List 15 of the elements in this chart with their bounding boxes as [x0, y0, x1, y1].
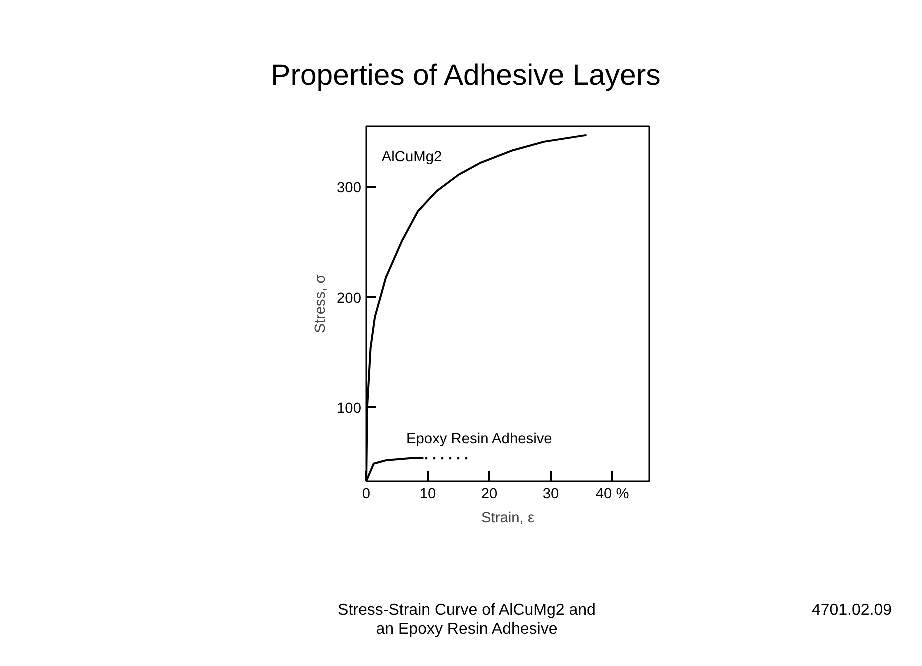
- series-label: Epoxy Resin Adhesive: [406, 432, 552, 448]
- y-axis-title: Stress, σ: [313, 274, 330, 334]
- y-tick-label: 300: [337, 180, 362, 197]
- x-tick-label: 30: [542, 486, 560, 502]
- text: Stress-Strain Curve of AlCuMg2 and an Epoxy Resin Adhesive: [337, 601, 597, 640]
- x-tick-label: 10: [420, 486, 436, 502]
- x-tick-label: 40 %: [596, 486, 630, 502]
- chart-title: Properties of Adhesive Layers: [271, 58, 661, 94]
- x-tick-label: 20: [481, 486, 498, 502]
- y-tick-label: 200: [337, 290, 362, 307]
- x-axis-title: Strain, ε: [482, 510, 535, 526]
- x-tick-label: 0: [362, 486, 371, 502]
- series-label: AlCuMg2: [382, 149, 442, 166]
- text: 4701.02.09: [810, 601, 894, 620]
- y-tick-label: 100: [337, 401, 362, 418]
